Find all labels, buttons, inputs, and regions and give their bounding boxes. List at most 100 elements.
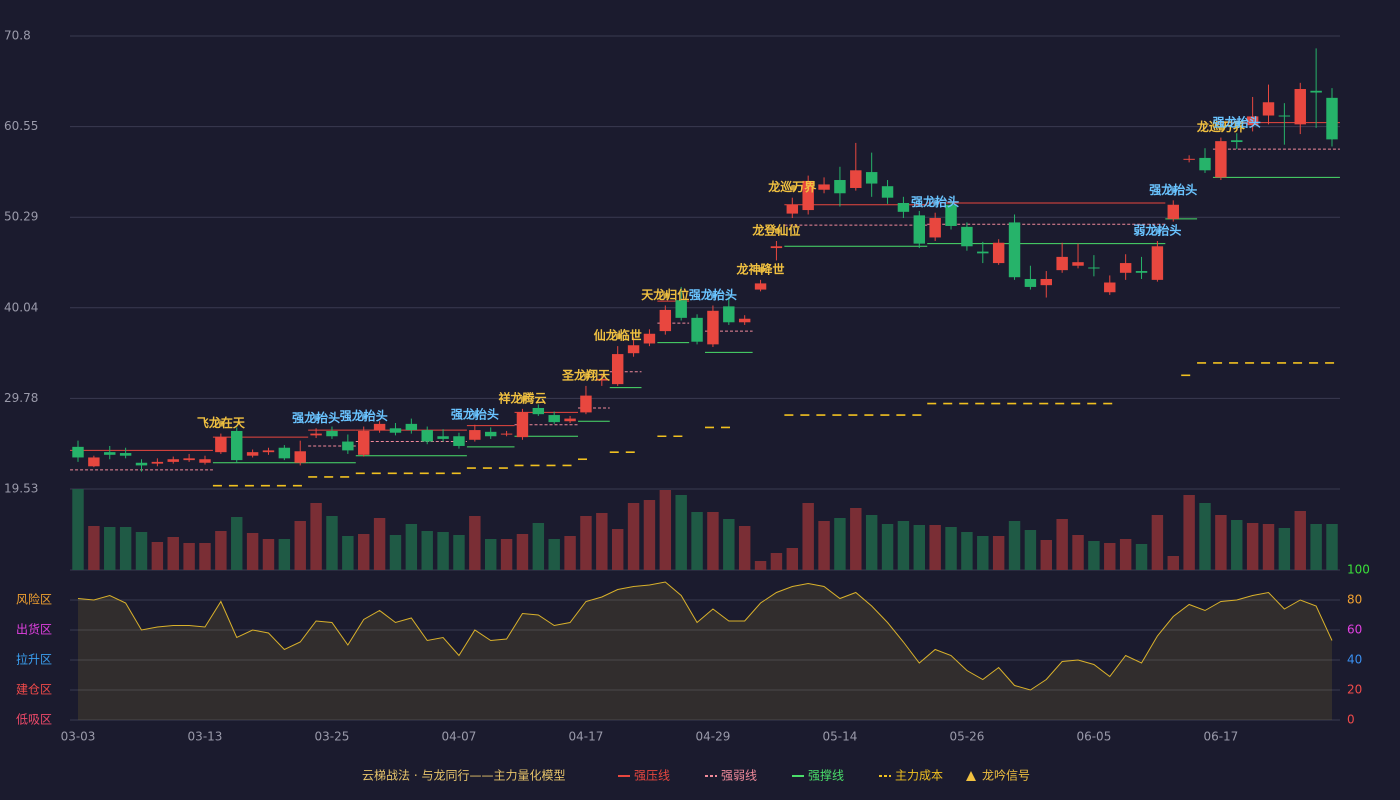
volume-bar — [1294, 511, 1306, 570]
x-tick-label: 04-17 — [569, 730, 604, 744]
candle-body — [1008, 222, 1021, 278]
volume-bar — [1104, 543, 1116, 570]
volume-bar — [437, 532, 449, 570]
volume-bar — [1278, 528, 1291, 570]
candle-body — [850, 170, 862, 188]
candle-body — [167, 459, 179, 462]
candle-body — [1167, 204, 1179, 219]
x-tick-label: 04-07 — [442, 730, 477, 744]
legend-label: 主力成本 — [895, 769, 943, 783]
candle-body — [405, 423, 418, 431]
signal-marker — [933, 199, 940, 206]
candle-body — [707, 310, 719, 345]
x-tick-label: 03-25 — [315, 730, 350, 744]
volume-bar — [373, 518, 386, 570]
candle-body — [199, 459, 211, 463]
y2-tick-label: 60 — [1347, 623, 1362, 637]
candle-body — [262, 450, 275, 453]
volume-bar — [865, 515, 878, 570]
signal-marker — [1155, 227, 1162, 234]
signal-marker — [472, 411, 479, 418]
volume-bar — [691, 512, 703, 570]
candle-body — [881, 186, 894, 198]
candle-body — [1151, 246, 1164, 280]
candle-body — [453, 436, 465, 446]
y2-tick-label: 40 — [1347, 653, 1362, 667]
volume-bar — [1199, 503, 1211, 570]
candle-body — [389, 428, 402, 433]
volume-bar — [389, 535, 402, 570]
volume-bar — [850, 508, 862, 570]
y-tick-label: 19.53 — [4, 482, 38, 496]
candle-body — [897, 202, 910, 212]
volume-bar — [119, 527, 132, 570]
candle-body — [1215, 141, 1227, 178]
candle-body — [992, 242, 1005, 264]
volume-bar — [469, 516, 481, 570]
y-tick-label: 29.78 — [4, 391, 38, 405]
candle-body — [358, 430, 370, 455]
candle-body — [754, 283, 767, 290]
candle-body — [929, 218, 941, 238]
candle-body — [627, 345, 640, 354]
volume-bar — [1310, 524, 1322, 570]
legend-label: 龙吟信号 — [982, 768, 1030, 783]
y-tick-label: 40.04 — [4, 300, 38, 314]
volume-bar — [580, 516, 592, 570]
volume-bar — [1135, 544, 1148, 570]
candle-body — [104, 452, 116, 455]
volume-bar — [977, 536, 989, 570]
volume-bar — [564, 536, 576, 570]
volume-bar — [1215, 515, 1227, 570]
volume-bar — [1040, 540, 1052, 570]
volume-bar — [500, 539, 513, 570]
signal-marker — [520, 395, 527, 402]
legend-swatch — [966, 771, 976, 781]
volume-bar — [1056, 519, 1068, 570]
candle-body — [818, 184, 830, 190]
candle-body — [1278, 115, 1291, 117]
volume-bar — [262, 539, 275, 570]
candle-body — [1231, 140, 1243, 143]
signal-marker — [790, 184, 797, 191]
candle-body — [484, 431, 497, 437]
volume-bar — [1088, 541, 1100, 570]
volume-bar — [183, 543, 195, 570]
candle-body — [564, 418, 576, 422]
volume-bar — [945, 527, 957, 570]
volume-bar — [516, 534, 529, 570]
x-tick-label: 04-29 — [695, 730, 730, 744]
volume-bar — [278, 539, 291, 570]
candle-body — [119, 453, 132, 456]
candle-body — [151, 461, 164, 464]
volume-bar — [675, 495, 687, 570]
legend-label: 强压线 — [634, 769, 670, 783]
candle-body — [961, 226, 973, 247]
volume-bar — [1072, 535, 1084, 570]
candle-body — [1119, 263, 1132, 273]
volume-bar — [1231, 520, 1243, 570]
candle-body — [945, 204, 957, 226]
signal-marker — [615, 333, 622, 340]
y2-tick-label: 20 — [1347, 683, 1362, 697]
volume-bar — [484, 539, 497, 570]
x-tick-label: 03-13 — [188, 730, 223, 744]
volume-bar — [1246, 523, 1259, 570]
candle-body — [1310, 90, 1322, 93]
volume-bar — [1183, 495, 1195, 570]
candle-body — [1262, 102, 1275, 116]
candle-body — [294, 451, 306, 463]
volume-bar — [104, 527, 116, 570]
candle-body — [1294, 89, 1306, 125]
candle-body — [469, 430, 481, 440]
zone-label: 低吸区 — [16, 713, 52, 727]
candle-body — [738, 318, 751, 323]
volume-bar — [310, 503, 322, 570]
candle-body — [691, 317, 703, 342]
candle-body — [802, 180, 814, 211]
candle-body — [278, 447, 291, 459]
candle-body — [183, 458, 195, 461]
zone-label: 风险区 — [16, 592, 52, 607]
y2-tick-label: 100 — [1347, 563, 1370, 577]
